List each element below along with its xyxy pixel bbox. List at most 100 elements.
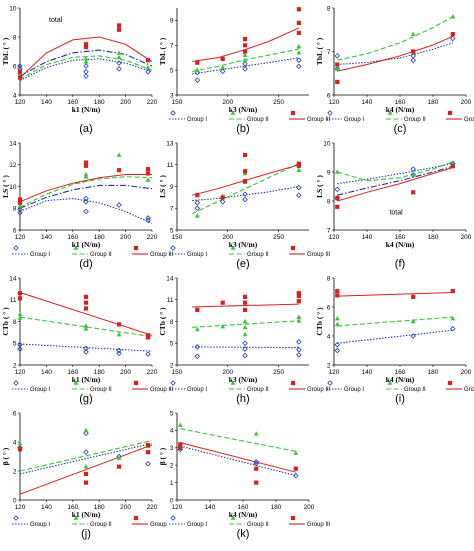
fit-line-group-3: [192, 303, 299, 308]
x-tick-label: 160: [67, 369, 78, 376]
y-axis-label: β ( ° ): [158, 447, 167, 465]
x-tick-label: 160: [67, 99, 78, 106]
legend-label: Group II: [247, 522, 269, 528]
x-tick-label: 200: [222, 369, 233, 376]
point-marker-group-3: [17, 197, 23, 202]
x-tick-label: 220: [147, 234, 158, 241]
point-marker-group-3: [83, 471, 89, 476]
x-tick-label: 150: [172, 99, 183, 106]
point-marker-group-3: [116, 168, 122, 173]
fit-line-group-3: [19, 292, 153, 336]
panel-e: 150 200 250 5 7 9 11 13 LS ( ° ) k3 (N/m) Group I G…: [158, 140, 331, 270]
point-marker-group-2: [220, 65, 226, 70]
x-axis-label: k3 (N/m): [229, 240, 258, 249]
x-tick-label: 120: [15, 99, 26, 106]
x-tick-label: 200: [461, 234, 472, 241]
point-marker-group-1: [13, 245, 19, 251]
fit-line-group-2: [337, 16, 454, 61]
y-axis-label: CTb ( ° ): [158, 307, 167, 336]
point-marker-group-3: [242, 36, 248, 42]
legend-label: Group III: [307, 387, 331, 393]
point-marker-group-2: [17, 311, 23, 317]
point-marker-group-1: [296, 57, 302, 63]
point-marker-group-3: [195, 193, 200, 198]
point-marker-group-2: [242, 57, 248, 62]
point-marker-group-1: [410, 57, 416, 63]
point-marker-group-1: [242, 191, 248, 197]
y-axis-label: LS ( ° ): [1, 175, 10, 198]
point-marker-group-2: [334, 316, 340, 321]
legend-label: Group II: [247, 252, 269, 258]
panel-label: (d): [79, 258, 92, 270]
point-marker-group-3: [116, 27, 122, 32]
point-marker-group-1: [83, 349, 89, 355]
x-tick-label: 180: [94, 99, 105, 106]
y-tick-label: 4: [170, 428, 174, 435]
x-axis-label: k4 (N/m): [229, 510, 258, 519]
point-marker-group-1: [194, 77, 201, 83]
point-marker-group-2: [220, 323, 226, 329]
fit-line-group-3: [19, 444, 153, 495]
legend-label: Group I: [187, 252, 207, 258]
x-tick-label: 180: [271, 504, 282, 511]
point-marker-group-1: [327, 110, 333, 116]
point-marker-group-2: [73, 380, 79, 385]
legend-label: Group III: [150, 387, 174, 393]
point-marker-group-3: [335, 79, 340, 85]
y-tick-label: 6: [13, 227, 17, 234]
point-marker-group-2: [194, 213, 200, 218]
point-marker-group-3: [178, 442, 183, 447]
fit-line-group-3: [19, 36, 153, 78]
point-marker-group-3: [296, 20, 301, 26]
y-tick-label: 2: [13, 362, 17, 369]
point-marker-group-1: [242, 346, 248, 352]
y-tick-label: 7: [170, 206, 174, 213]
point-marker-group-1: [334, 347, 341, 354]
y-tick-label: 0: [13, 497, 17, 504]
point-marker-group-3: [242, 49, 248, 54]
point-marker-group-2: [387, 110, 393, 115]
panel-label: (c): [394, 123, 407, 135]
y-tick-label: 2: [170, 362, 174, 369]
point-marker-group-1: [242, 340, 248, 347]
point-marker-group-3: [411, 49, 416, 54]
point-marker-group-3: [220, 195, 225, 200]
point-marker-group-2: [194, 67, 200, 72]
point-marker-group-1: [219, 68, 226, 75]
point-marker-group-1: [17, 63, 23, 69]
x-tick-label: 160: [67, 504, 78, 511]
fit-line-group-2: [180, 428, 296, 452]
point-marker-group-2: [410, 31, 416, 36]
point-marker-group-1: [116, 66, 122, 72]
point-marker-group-2: [194, 326, 200, 332]
point-marker-group-3: [83, 45, 89, 50]
legend-label: Group II: [247, 387, 269, 393]
point-marker-group-3: [145, 450, 151, 455]
legend-label: Group I: [344, 387, 364, 393]
point-marker-group-1: [293, 472, 299, 479]
y-tick-label: 11: [167, 162, 174, 169]
legend-label: Group I: [30, 522, 50, 528]
x-tick-label: 200: [120, 504, 131, 511]
point-marker-group-3: [335, 196, 340, 201]
x-tick-label: 250: [273, 234, 284, 241]
point-marker-group-3: [242, 169, 248, 174]
legend-label: Group I: [30, 387, 50, 393]
point-marker-group-3: [83, 294, 89, 299]
point-marker-group-3: [447, 380, 453, 386]
y-tick-label: 12: [9, 162, 17, 169]
point-marker-group-3: [296, 163, 301, 168]
x-tick-label: 150: [172, 369, 183, 376]
point-marker-group-2: [410, 318, 416, 324]
panel-label: (h): [236, 393, 249, 405]
fit-line-group-total: [19, 184, 153, 209]
point-marker-group-3: [254, 466, 259, 471]
panel-label: (i): [395, 393, 405, 405]
point-marker-group-2: [253, 431, 259, 436]
point-marker-group-3: [335, 204, 340, 209]
fit-line-group-total: [19, 49, 153, 77]
point-marker-group-3: [290, 245, 296, 251]
point-marker-group-3: [335, 288, 340, 294]
y-tick-label: 3: [170, 445, 174, 452]
point-marker-group-2: [116, 455, 122, 460]
